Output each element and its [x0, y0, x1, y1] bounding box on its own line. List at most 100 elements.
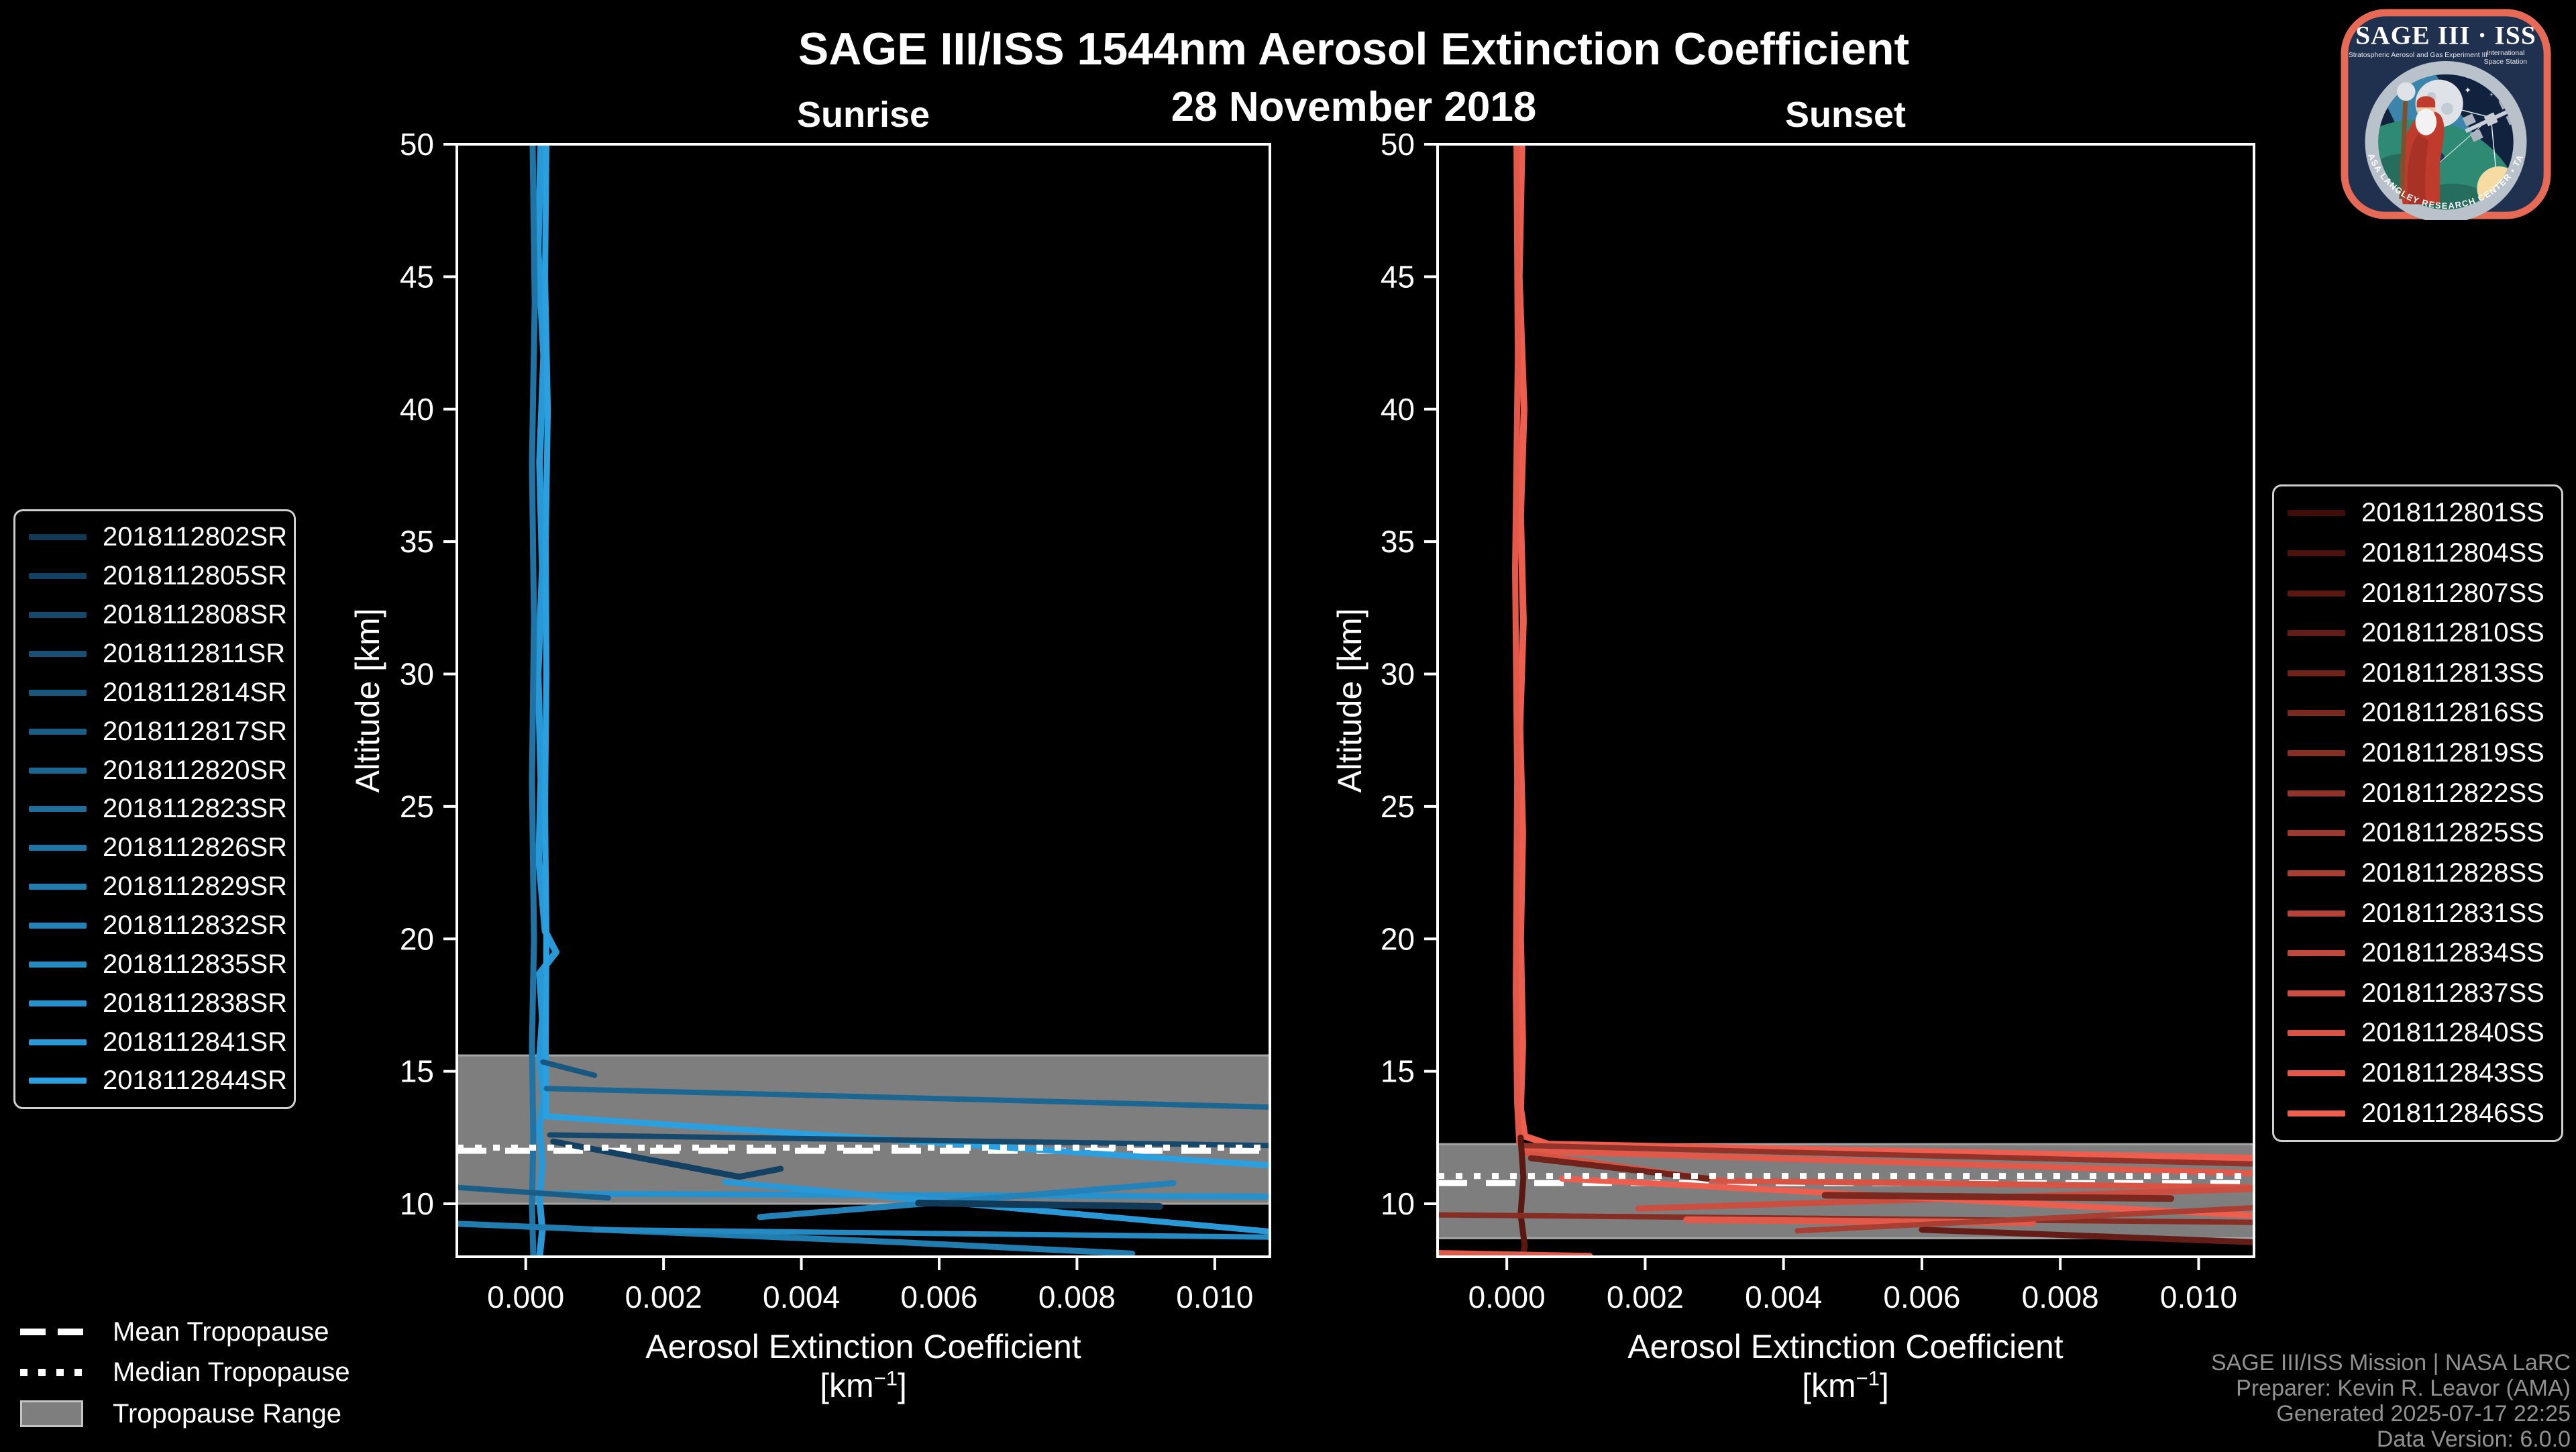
legend-swatch [2288, 1070, 2345, 1077]
legend-swatch [29, 767, 87, 774]
legend-label: 2018112811SR [103, 639, 286, 668]
legend-item: 2018112835SR [15, 945, 294, 984]
legend-label: 2018112826SR [103, 833, 288, 863]
credit-generated: Generated 2025-07-17 22:25 [2276, 1401, 2571, 1427]
legend-label: 2018112817SR [103, 716, 288, 746]
panel-sunrise: 0.000 0.002 0.004 0.006 0.008 0.010 10 15 20 25 30… [400, 127, 1271, 1314]
legend-item: 2018112844SR [15, 1061, 294, 1100]
legend-swatch [29, 1039, 87, 1045]
y-tick-label: 10 [1381, 1186, 1415, 1221]
x-axis-label-sunrise: Aerosol Extinction Coefficient [km−1] [645, 1327, 1081, 1405]
panel-label-sunset: Sunset [1784, 95, 1907, 135]
credit-data-version: Data Version: 6.0.0 [2376, 1427, 2571, 1452]
profile-line [1517, 1134, 1528, 1257]
legend-item: 2018112837SS [2274, 974, 2561, 1014]
y-tick-label: 35 [400, 524, 434, 559]
profile-line [1512, 144, 2254, 1177]
x-axis-label-text: Aerosol Extinction Coefficient [645, 1328, 1081, 1365]
x-tick-label: 0.006 [900, 1280, 977, 1314]
legend-item: 2018112829SR [15, 868, 294, 906]
y-tick-label: 50 [1381, 127, 1415, 162]
legend-item: 2018112801SS [2274, 493, 2561, 533]
legend-label: 2018112808SR [103, 600, 288, 630]
legend-label: 2018112831SS [2361, 898, 2544, 928]
legend-item: 2018112843SS [2274, 1053, 2561, 1094]
legend-swatch [2288, 670, 2345, 676]
legend-item: 2018112807SS [2274, 573, 2561, 613]
legend-swatch [2288, 750, 2345, 757]
legend-item: 2018112825SS [2274, 813, 2561, 853]
x-tick-label: 0.008 [2022, 1280, 2099, 1314]
x-tick-label: 0.006 [1883, 1280, 1960, 1314]
legend-swatch [2288, 870, 2345, 876]
legend-item: 2018112831SS [2274, 893, 2561, 933]
plot-border [1436, 143, 2255, 1258]
tropopause-range-band [457, 1055, 1270, 1204]
legend-item: 2018112808SR [15, 596, 294, 635]
legend-label: 2018112810SS [2361, 618, 2544, 648]
legend-label: Tropopause Range [113, 1398, 341, 1429]
x-axis-unit-suffix: ] [897, 1367, 907, 1404]
legend-item: 2018112823SR [15, 790, 294, 829]
x-tick-label: 0.010 [1176, 1280, 1253, 1314]
credit-mission: SAGE III/ISS Mission | NASA LaRC [2210, 1350, 2571, 1376]
legend-label: 2018112825SS [2361, 818, 2544, 848]
y-tick-label: 30 [400, 657, 434, 692]
credits-block: SAGE III/ISS Mission | NASA LaRC Prepare… [2211, 1350, 2571, 1452]
legend-item: 2018112819SS [2274, 733, 2561, 774]
legend-label: 2018112802SR [103, 522, 288, 552]
profile-line [592, 1227, 1270, 1240]
logo-intl-2: Space Station [2484, 58, 2528, 66]
legend-item: 2018112817SR [15, 712, 294, 751]
legend-item: 2018112828SS [2274, 853, 2561, 894]
legend-label: 2018112841SR [103, 1027, 288, 1057]
profile-line [536, 1190, 1270, 1200]
x-tick-label: 0.004 [763, 1280, 840, 1314]
legend-label: 2018112816SS [2361, 698, 2544, 728]
legend-swatch [29, 806, 87, 813]
legend-label: 2018112819SS [2361, 738, 2544, 768]
profile-line [529, 144, 538, 1257]
legend-swatch [2288, 510, 2345, 517]
y-axis-label-sunrise: Altitude [km] [349, 608, 386, 793]
x-tick-label: 0.002 [625, 1280, 702, 1314]
legend-item: 2018112802SR [15, 518, 294, 557]
profiles-group [457, 144, 1270, 1257]
legend-label: Median Tropopause [113, 1357, 350, 1387]
legend-swatch [29, 689, 87, 696]
tropopause-range-swatch [20, 1400, 101, 1427]
logo-title: SAGE III · ISS [2355, 20, 2536, 50]
y-tick-label: 30 [1381, 657, 1415, 692]
legend-item: 2018112816SS [2274, 693, 2561, 733]
legend-swatch [29, 961, 87, 968]
logo-figure [2396, 82, 2445, 205]
profile-line [1919, 1227, 2254, 1245]
legend-label: 2018112813SS [2361, 658, 2544, 688]
x-tick-label: 0.008 [1038, 1280, 1116, 1314]
legend-label: 2018112805SR [103, 561, 288, 591]
x-axis-unit-prefix: [km [820, 1367, 874, 1404]
panel-label-sunrise: Sunrise [796, 95, 930, 135]
profile-line [757, 1180, 1177, 1221]
x-axis-unit-suffix: ] [1879, 1367, 1889, 1404]
mean-tropopause-dashed-swatch [20, 1329, 101, 1335]
page-subtitle: 28 November 2018 [1171, 84, 1537, 130]
legend-label: 2018112807SS [2361, 578, 2544, 608]
legend-swatch [29, 1078, 87, 1084]
legend-swatch [2288, 1110, 2345, 1117]
y-tick-label: 25 [400, 789, 434, 824]
legend-label: 2018112822SS [2361, 778, 2544, 808]
logo-star: + [2489, 91, 2493, 99]
legend-label: 2018112820SR [103, 755, 288, 785]
legend-label: 2018112823SR [103, 794, 288, 824]
y-tick-label: 50 [400, 127, 434, 162]
legend-item: 2018112834SS [2274, 933, 2561, 974]
legend-item: 2018112822SS [2274, 773, 2561, 813]
plot-border [455, 143, 1271, 1258]
logo-star: ✦ [2465, 85, 2471, 95]
legend-item-median-tropopause: Median Tropopause [20, 1357, 350, 1388]
profile-line [1821, 1192, 2175, 1202]
legend-item: 2018112805SR [15, 557, 294, 596]
